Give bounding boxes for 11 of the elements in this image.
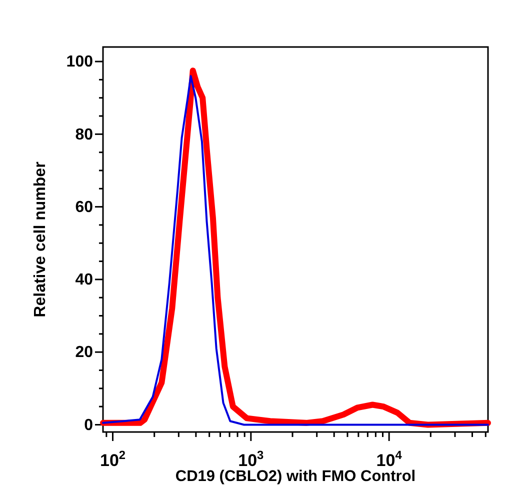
y-tick-label: 80 [75,126,94,144]
y-tick-label: 100 [66,54,94,71]
x-tick-label: 10$^{4}$ [376,448,402,470]
x-tick-label: 10$^{2}$ [100,448,126,470]
y-axis-title: Relative cell number [32,162,49,318]
y-tick-label: 0 [84,416,94,434]
y-tick-label: 60 [75,198,94,216]
x-tick-label: 10$^{3}$ [238,448,264,470]
y-tick-label: 40 [75,272,94,289]
x-axis-title: CD19 (CBLO2) with FMO Control [175,468,416,485]
y-tick-label: 20 [75,344,94,362]
